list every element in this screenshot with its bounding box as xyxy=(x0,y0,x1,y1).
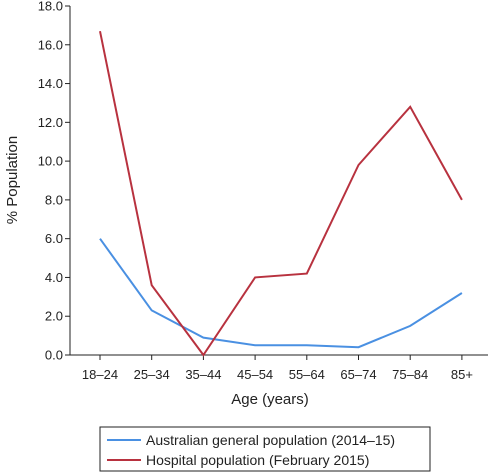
y-axis-title: % Population xyxy=(4,136,21,224)
axes xyxy=(69,6,488,356)
y-tick-label: 14.0 xyxy=(38,76,63,91)
legend-label-1: Australian general population (2014–15) xyxy=(146,432,395,448)
legend-label-2: Hospital population (February 2015) xyxy=(146,452,369,468)
y-ticks: 0.0 2.0 4.0 6.0 8.0 10.0 12.0 14.0 16.0 18.0 xyxy=(38,0,70,363)
y-tick-label: 8.0 xyxy=(45,192,63,207)
series-lines xyxy=(99,31,463,357)
y-tick-label: 4.0 xyxy=(45,270,63,285)
x-tick-label: 18–24 xyxy=(82,367,118,382)
x-tick-label: 55–64 xyxy=(289,367,325,382)
x-tick-label: 85+ xyxy=(451,367,473,382)
y-tick-label: 12.0 xyxy=(38,115,63,130)
y-tick-label: 0.0 xyxy=(45,348,63,363)
legend-box xyxy=(99,426,431,472)
x-tick-label: 45–54 xyxy=(237,367,273,382)
series-line-2 xyxy=(99,31,463,357)
x-tick-label: 25–34 xyxy=(134,367,170,382)
y-tick-label: 6.0 xyxy=(45,231,63,246)
x-tick-label: 65–74 xyxy=(340,367,376,382)
y-tick-label: 16.0 xyxy=(38,37,63,52)
y-tick-label: 2.0 xyxy=(45,309,63,324)
x-tick-label: 75–84 xyxy=(392,367,428,382)
x-axis-title: Age (years) xyxy=(231,391,309,408)
series-line-1 xyxy=(99,238,463,349)
x-ticks: 18–24 25–34 35–44 45–54 55–64 65–74 75–84 85+ xyxy=(82,355,473,382)
legend: Australian general population (2014–15) H… xyxy=(99,426,431,472)
x-tick-label: 35–44 xyxy=(185,367,221,382)
y-tick-label: 10.0 xyxy=(38,154,63,169)
y-tick-label: 18.0 xyxy=(38,0,63,14)
